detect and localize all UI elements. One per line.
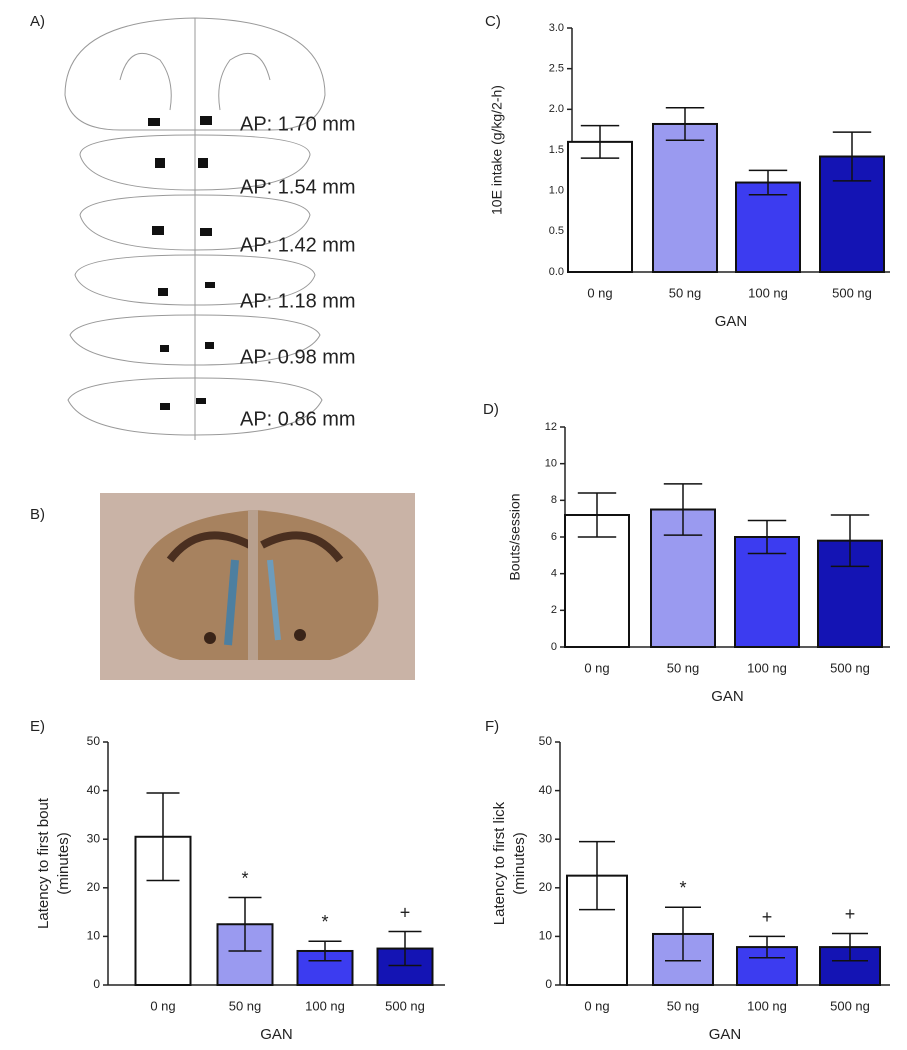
ap-level: AP: 1.70 mm: [240, 113, 356, 135]
error-bar: [665, 106, 705, 141]
ap-level: AP: 0.98 mm: [240, 346, 356, 368]
y-tick-label: 20: [539, 880, 553, 894]
significance-mark: *: [241, 868, 248, 888]
error-bar: [146, 792, 180, 882]
x-tick-label: 0 ng: [584, 660, 609, 675]
error-bar: [308, 940, 342, 962]
x-tick-label: 500 ng: [832, 285, 872, 300]
y-tick-label: 0.5: [549, 225, 564, 237]
y-tick-label: 2: [551, 604, 557, 616]
y-axis-label: (minutes): [55, 832, 72, 895]
error-bar: [228, 896, 262, 952]
x-tick-label: 50 ng: [667, 998, 700, 1013]
y-tick-label: 0: [551, 641, 557, 653]
error-bar: [748, 169, 788, 196]
y-tick-label: 20: [87, 880, 101, 894]
x-axis-label: GAN: [260, 1026, 293, 1043]
y-axis-label: 10E intake (g/kg/2-h): [489, 85, 505, 215]
panel-label: B): [30, 506, 45, 523]
brain-section-photo: [100, 493, 415, 680]
y-axis-label: (minutes): [511, 832, 528, 895]
error-bar: [749, 935, 785, 959]
y-tick-label: 40: [539, 783, 553, 797]
panel-label: A): [30, 13, 45, 30]
error-bar: [747, 519, 787, 555]
y-axis-label: Latency to first bout: [35, 797, 52, 929]
x-tick-label: 100 ng: [747, 660, 787, 675]
y-tick-label: 10: [539, 929, 553, 943]
x-tick-label: 100 ng: [305, 998, 345, 1013]
y-tick-label: 40: [87, 783, 101, 797]
x-tick-label: 0 ng: [584, 998, 609, 1013]
y-tick-label: 1.0: [549, 185, 564, 197]
x-tick-label: 0 ng: [587, 285, 612, 300]
error-bar: [580, 124, 620, 159]
x-tick-label: 50 ng: [667, 660, 700, 675]
y-tick-label: 4: [551, 568, 557, 580]
error-bar: [832, 932, 868, 962]
panel-label: C): [485, 13, 501, 30]
y-tick-label: 10: [545, 458, 557, 470]
panel-label: F): [485, 718, 499, 735]
x-tick-label: 500 ng: [385, 998, 425, 1013]
significance-mark: +: [762, 907, 773, 927]
ap-level: AP: 0.86 mm: [240, 408, 356, 430]
error-bar: [663, 483, 703, 536]
y-tick-label: 2.5: [549, 63, 564, 75]
bar: [735, 181, 801, 274]
error-bar: [830, 514, 870, 568]
panel-label: E): [30, 718, 45, 735]
y-tick-label: 1.5: [549, 144, 564, 156]
x-tick-label: 50 ng: [229, 998, 262, 1013]
ap-level: AP: 1.42 mm: [240, 234, 356, 256]
y-tick-label: 30: [539, 831, 553, 845]
ap-level: AP: 1.54 mm: [240, 176, 356, 198]
significance-mark: *: [321, 912, 328, 932]
y-tick-label: 30: [87, 831, 101, 845]
y-tick-label: 10: [87, 929, 101, 943]
x-tick-label: 500 ng: [830, 998, 870, 1013]
y-tick-label: 12: [545, 421, 557, 433]
bar: [734, 536, 800, 648]
y-tick-label: 0.0: [549, 266, 564, 278]
x-tick-label: 100 ng: [747, 998, 787, 1013]
x-tick-label: 0 ng: [150, 998, 175, 1013]
y-tick-label: 0: [93, 977, 100, 991]
error-bar: [579, 840, 615, 911]
ap-level: AP: 1.18 mm: [240, 290, 356, 312]
x-tick-label: 500 ng: [830, 660, 870, 675]
x-tick-label: 50 ng: [669, 285, 702, 300]
x-tick-label: 100 ng: [748, 285, 788, 300]
brain-atlas: [64, 17, 326, 440]
y-tick-label: 6: [551, 531, 557, 543]
x-axis-label: GAN: [709, 1026, 742, 1043]
y-tick-label: 0: [545, 977, 552, 991]
y-tick-label: 50: [87, 734, 101, 748]
significance-mark: +: [845, 904, 856, 924]
y-tick-label: 50: [539, 734, 553, 748]
x-axis-label: GAN: [715, 313, 748, 330]
y-tick-label: 3.0: [549, 22, 564, 34]
panel-label: D): [483, 401, 499, 418]
y-tick-label: 2.0: [549, 103, 564, 115]
bar: [652, 122, 718, 274]
error-bar: [388, 930, 422, 967]
significance-mark: *: [679, 878, 686, 898]
x-axis-label: GAN: [711, 688, 744, 705]
error-bar: [665, 906, 701, 962]
error-bar: [832, 131, 872, 182]
bar: [567, 140, 633, 273]
significance-mark: +: [400, 902, 411, 922]
y-tick-label: 8: [551, 494, 557, 506]
y-axis-label: Latency to first lick: [491, 801, 508, 925]
error-bar: [577, 492, 617, 538]
y-axis-label: Bouts/session: [507, 493, 523, 580]
